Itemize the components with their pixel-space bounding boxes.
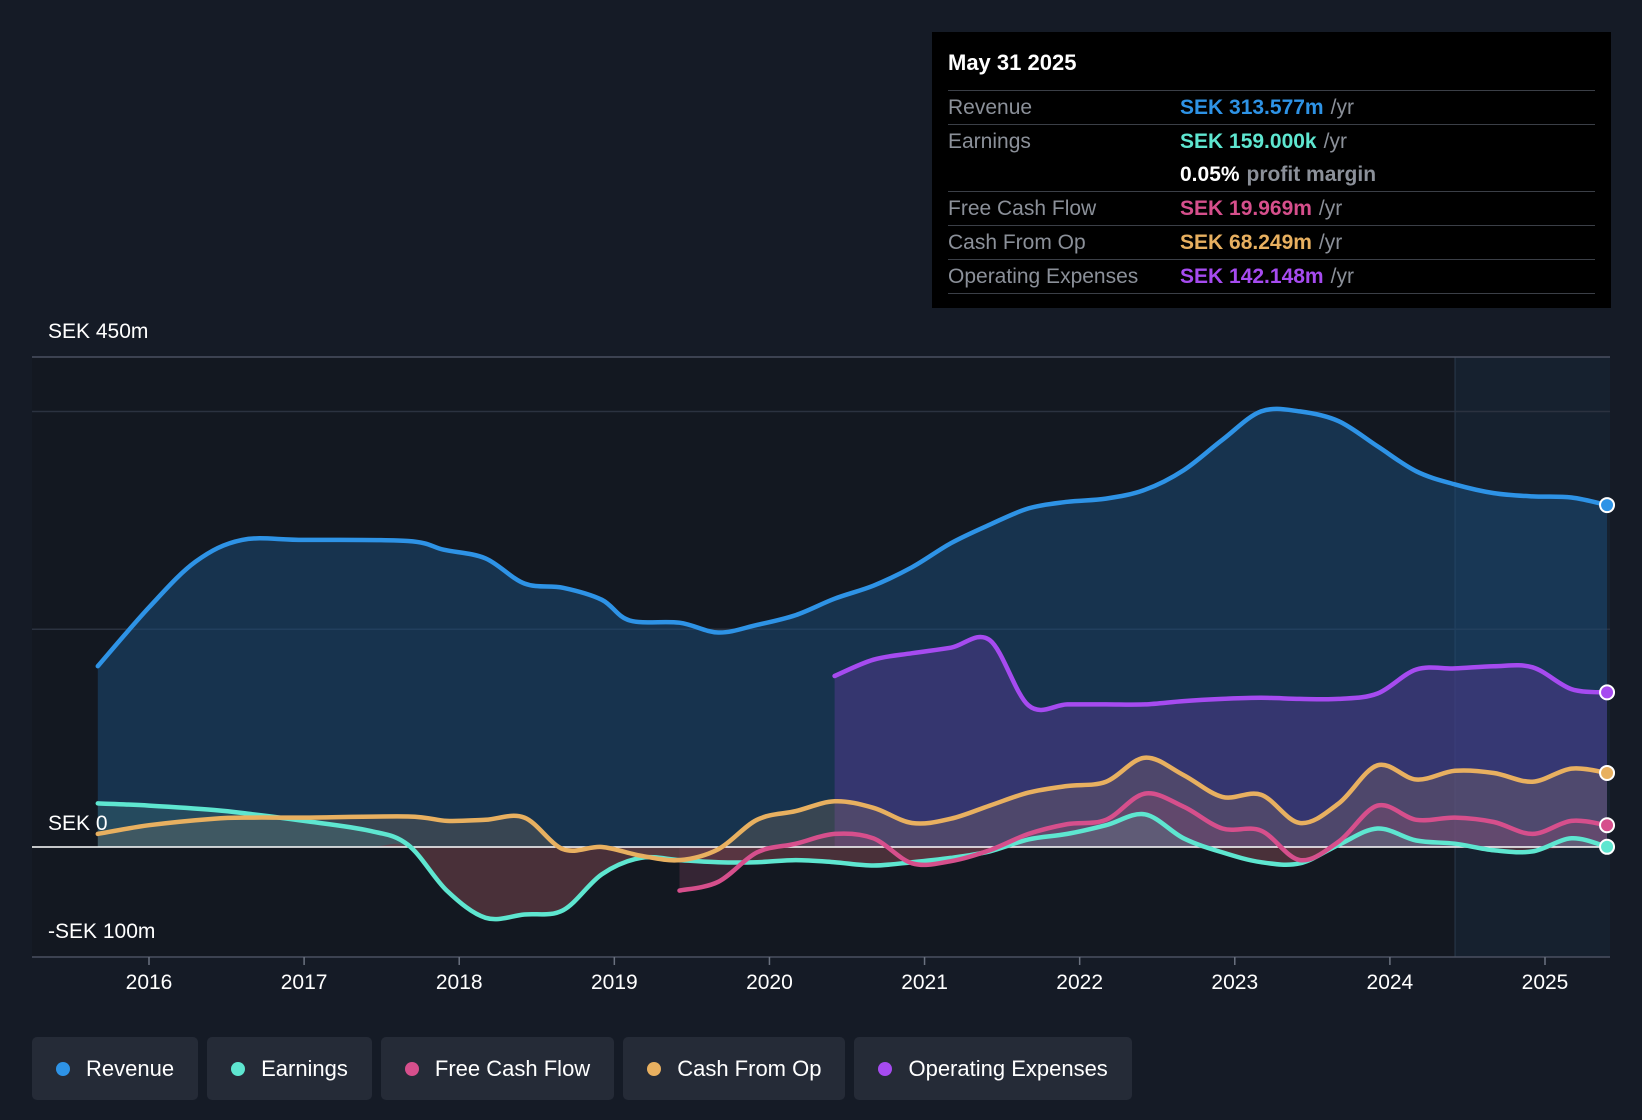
legend-item-free-cash-flow[interactable]: Free Cash Flow [380,1037,615,1100]
earnings-end-point [1599,838,1616,855]
revenue-dot-icon [56,1061,70,1076]
earnings-area [97,803,1607,920]
y-axis-zero-label: SEK 0 [48,812,108,835]
tooltip-unit: /yr [1318,231,1343,254]
tooltip-row-profit-margin: 0.05% profit margin [948,158,1595,192]
legend-item-operating-expenses[interactable]: Operating Expenses [854,1037,1132,1100]
tooltip-label [948,158,1180,191]
legend-label: Revenue [86,1055,175,1081]
legend-label: Operating Expenses [908,1055,1108,1081]
tooltip-unit: /yr [1330,96,1354,119]
tooltip-value: 0.05% [1180,163,1240,186]
cash-from-op-line [95,755,1610,863]
tooltip-value: SEK 68.249m [1180,231,1312,254]
free-cash-flow-end-point [1599,817,1616,834]
tooltip-unit: /yr [1330,265,1354,288]
legend-item-revenue[interactable]: Revenue [32,1037,199,1100]
legend-item-earnings[interactable]: Earnings [207,1037,372,1100]
tooltip-label: Revenue [948,96,1033,119]
earnings-negative-area [97,843,1607,920]
tooltip-unit: /yr [1323,130,1347,153]
tooltip-panel: May 31 2025 Revenue SEK 313.577m /yr Ear… [932,32,1611,308]
free-cash-flow-area [679,793,1607,891]
x-tick-label: 2019 [590,971,638,994]
x-tick-label: 2017 [280,971,328,994]
earnings-line [95,801,1610,922]
free-cash-flow-dot-icon [404,1061,419,1076]
free-cash-flow-line [677,791,1610,893]
legend-label: Earnings [261,1055,348,1081]
tooltip-value: SEK 313.577m [1180,96,1324,119]
earnings-dot-icon [231,1061,246,1076]
tooltip-label: Earnings [948,130,1031,153]
tooltip-unit: /yr [1318,197,1343,220]
tooltip-row-revenue: Revenue SEK 313.577m /yr [948,91,1595,125]
legend-label: Cash From Op [677,1055,822,1081]
revenue-line [95,406,1610,669]
x-tick-label: 2024 [1366,971,1414,994]
x-tick-label: 2025 [1521,971,1569,994]
legend-label: Free Cash Flow [434,1055,591,1081]
tooltip-unit: profit margin [1246,163,1377,186]
operating-expenses-end-point [1599,684,1616,701]
operating-expenses-line [832,634,1610,713]
y-axis-bottom-label: -SEK 100m [48,920,156,943]
legend-item-cash-from-op[interactable]: Cash From Op [623,1037,846,1100]
x-tick-label: 2022 [1056,971,1104,994]
x-tick-label: 2020 [746,971,793,994]
cash-from-op-end-point [1599,764,1616,781]
tooltip-row-earnings: Earnings SEK 159.000k /yr [948,125,1595,158]
tooltip-label: Free Cash Flow [948,197,1097,220]
cash-from-op-dot-icon [647,1061,662,1076]
x-tick-label: 2016 [125,971,173,994]
tooltip-row-operating-expenses: Operating Expenses SEK 142.148m /yr [948,260,1595,294]
tooltip-value: SEK 142.148m [1180,265,1324,288]
revenue-end-point [1599,497,1616,514]
legend: Revenue Earnings Free Cash Flow Cash Fro… [32,1037,1132,1100]
tooltip-value: SEK 19.969m [1180,197,1312,220]
operating-expenses-dot-icon [878,1061,893,1076]
x-tick-label: 2021 [901,971,948,994]
tooltip-label: Operating Expenses [948,265,1139,288]
tooltip-label: Cash From Op [948,231,1086,254]
x-tick-label: 2018 [435,971,483,994]
tooltip-value: SEK 159.000k [1180,130,1317,153]
tooltip-date: May 31 2025 [948,46,1595,91]
revenue-area [97,408,1607,847]
y-axis-top-label: SEK 450m [48,320,149,343]
tooltip-row-cash-from-op: Cash From Op SEK 68.249m /yr [948,226,1595,260]
tooltip-row-free-cash-flow: Free Cash Flow SEK 19.969m /yr [948,192,1595,226]
cash-from-op-area [97,757,1607,861]
x-tick-label: 2023 [1211,971,1259,994]
